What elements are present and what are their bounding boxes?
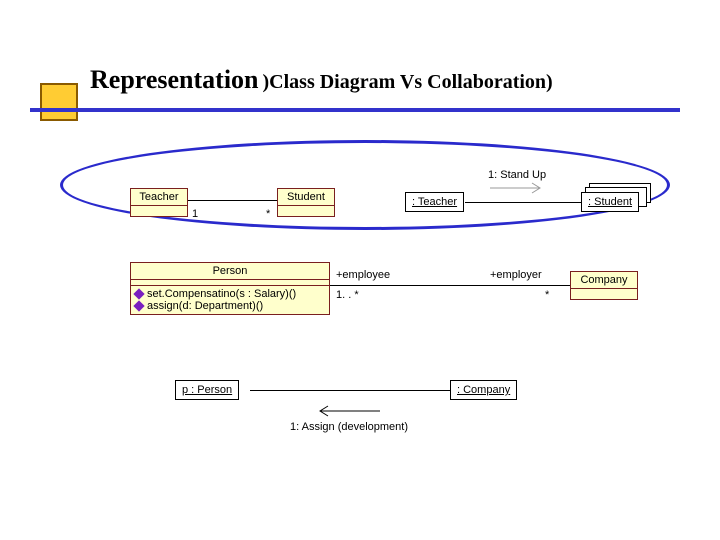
title-bar: Representation )Class Diagram Vs Collabo…	[40, 65, 553, 95]
obj-student-label: : Student	[588, 196, 632, 208]
obj-company: : Company	[450, 380, 517, 400]
class-student-attrs	[278, 206, 334, 216]
title-sub: )Class Diagram Vs Collaboration)	[263, 71, 553, 93]
obj-teacher: : Teacher	[405, 192, 464, 212]
msg-standup: 1: Stand Up	[488, 169, 546, 181]
class-teacher: Teacher	[130, 188, 188, 217]
class-company-name: Company	[571, 272, 637, 289]
mult-employer: *	[545, 289, 549, 301]
class-person-name: Person	[131, 263, 329, 280]
title-text: Representation )Class Diagram Vs Collabo…	[90, 65, 553, 95]
arrow-standup	[490, 182, 550, 194]
obj-company-label: : Company	[457, 384, 510, 396]
arrow-assign	[310, 404, 390, 418]
class-company: Company	[570, 271, 638, 300]
class-person: Person set.Compensatino(s : Salary)() as…	[130, 262, 330, 315]
diamond-icon	[133, 300, 144, 311]
obj-p-person: p : Person	[175, 380, 239, 400]
class-student: Student	[277, 188, 335, 217]
class-teacher-name: Teacher	[131, 189, 187, 206]
link-person-company-obj	[250, 390, 450, 391]
assoc-person-company	[330, 285, 570, 286]
obj-student: : Student	[581, 192, 639, 212]
mult-employee: 1. . *	[336, 289, 359, 301]
mult-student: *	[266, 208, 270, 220]
obj-teacher-label: : Teacher	[412, 196, 457, 208]
role-employee: +employee	[336, 269, 390, 281]
op-setcomp: set.Compensatino(s : Salary)()	[135, 288, 325, 300]
class-teacher-attrs	[131, 206, 187, 216]
title-rule	[30, 108, 680, 112]
msg-assign: 1: Assign (development)	[290, 421, 408, 433]
class-company-attrs	[571, 289, 637, 299]
title-main: Representation	[90, 65, 259, 94]
mult-teacher: 1	[192, 208, 198, 220]
diamond-icon	[133, 288, 144, 299]
role-employer: +employer	[490, 269, 542, 281]
op-assign: assign(d: Department)()	[135, 300, 325, 312]
class-person-ops: set.Compensatino(s : Salary)() assign(d:…	[131, 286, 329, 314]
title-accent-square	[40, 83, 78, 121]
obj-p-person-label: p : Person	[182, 384, 232, 396]
class-student-name: Student	[278, 189, 334, 206]
